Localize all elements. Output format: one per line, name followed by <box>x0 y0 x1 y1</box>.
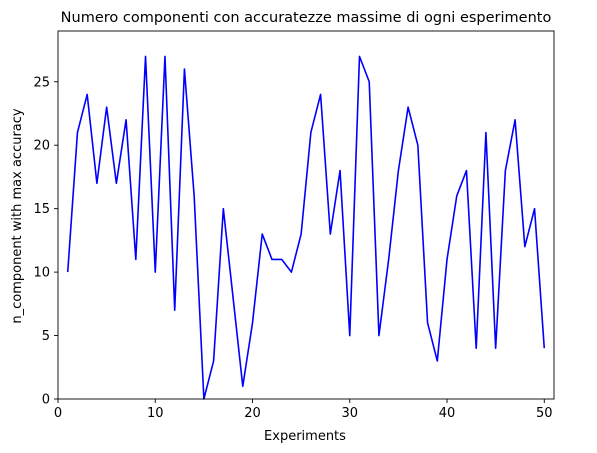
x-axis: 0 10 20 30 40 50 <box>54 399 553 421</box>
y-tick-label: 25 <box>33 75 50 90</box>
x-tick-label: 10 <box>147 406 164 421</box>
y-tick-label: 5 <box>42 329 50 344</box>
y-axis: 0 5 10 15 20 25 <box>33 75 58 408</box>
y-tick-label: 15 <box>33 202 50 217</box>
x-tick-label: 40 <box>439 406 456 421</box>
x-tick-label: 50 <box>536 406 553 421</box>
plot-frame <box>57 30 555 400</box>
y-tick-label: 0 <box>42 393 50 408</box>
y-tick-label: 20 <box>33 139 50 154</box>
x-tick-label: 20 <box>244 406 261 421</box>
y-axis-label: n_component with max accuracy <box>10 108 25 324</box>
y-tick-label: 10 <box>33 266 50 281</box>
plot-area <box>57 30 555 400</box>
x-tick-label: 30 <box>341 406 358 421</box>
chart-title: Numero componenti con accuratezze massim… <box>61 10 552 26</box>
series-line <box>66 55 546 400</box>
x-axis-label: Experiments <box>264 429 346 444</box>
x-tick-label: 0 <box>54 406 62 421</box>
